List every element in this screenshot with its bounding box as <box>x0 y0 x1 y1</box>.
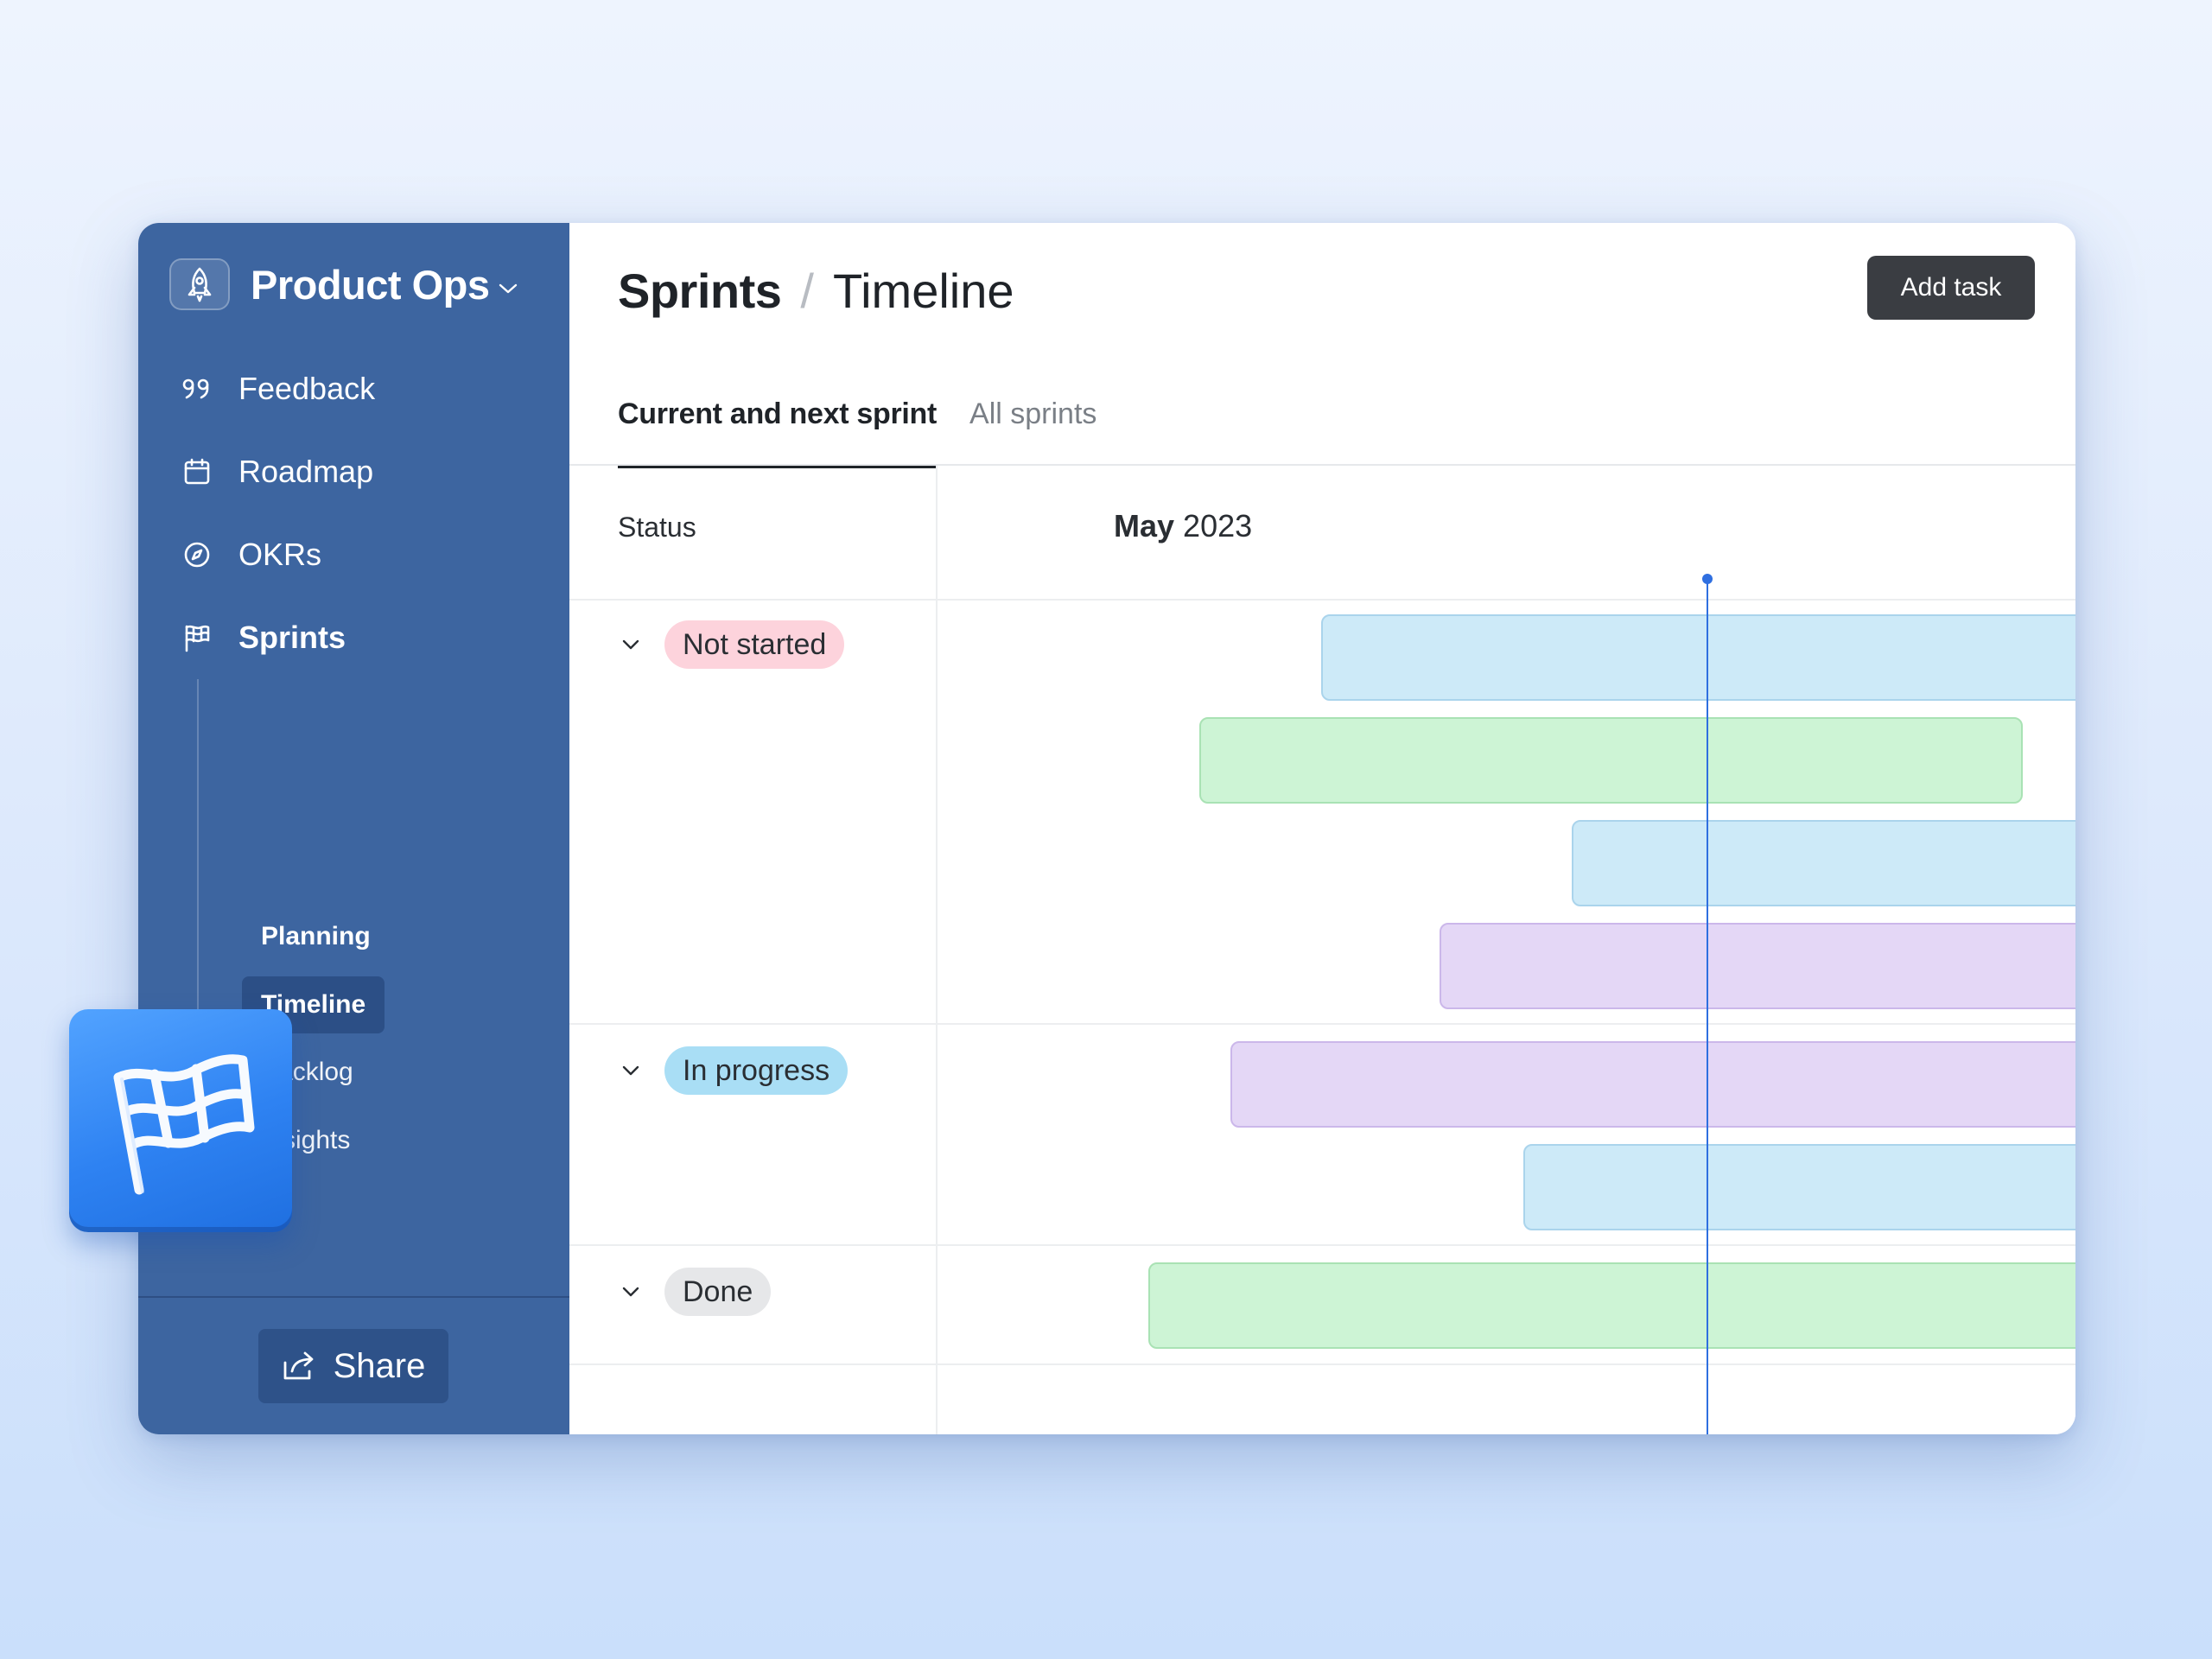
subnav-item-planning[interactable]: Planning <box>242 908 390 965</box>
chevron-down-icon[interactable] <box>618 1058 644 1084</box>
share-button[interactable]: Share <box>258 1329 448 1403</box>
timeline-bar[interactable] <box>1321 614 2075 701</box>
today-marker-dot[interactable] <box>1702 574 1713 584</box>
timeline-bar[interactable] <box>1440 923 2075 1009</box>
month-header: May 2023 <box>1114 508 1252 544</box>
tabs-divider <box>569 464 2075 466</box>
sidebar-item-okrs[interactable]: OKRs <box>181 529 321 581</box>
breadcrumb-separator: / <box>800 263 814 318</box>
sidebar-item-feedback[interactable]: Feedback <box>181 363 375 415</box>
breadcrumb-current: Timeline <box>832 263 1014 318</box>
add-task-button[interactable]: Add task <box>1867 256 2035 320</box>
share-label: Share <box>333 1346 426 1385</box>
sprints-flag-badge <box>69 1009 292 1232</box>
row-divider <box>569 1244 2075 1246</box>
status-pill: Not started <box>664 620 845 669</box>
row-divider <box>569 599 2075 601</box>
sidebar-item-roadmap[interactable]: Roadmap <box>181 446 373 498</box>
status-column-header: Status <box>618 512 696 543</box>
status-pill: Done <box>664 1268 772 1316</box>
chevron-down-icon[interactable] <box>618 1279 644 1305</box>
sidebar-item-sprints[interactable]: Sprints <box>181 612 346 664</box>
workspace-name: Product Ops <box>251 261 490 308</box>
timeline-bar[interactable] <box>1572 820 2075 906</box>
breadcrumb-parent[interactable]: Sprints <box>618 263 782 318</box>
view-tabs: Current and next sprint All sprints <box>618 378 1129 468</box>
flag-icon <box>181 622 213 653</box>
tab-current-and-next-sprint[interactable]: Current and next sprint <box>618 378 937 468</box>
workspace-switcher[interactable]: Product Ops <box>169 257 518 311</box>
flag-icon <box>113 1054 255 1195</box>
group-header-not-started[interactable]: Not started <box>618 620 845 669</box>
sidebar-item-label: Sprints <box>238 620 346 655</box>
sidebar: Product Ops Feedback Roadmap <box>138 223 569 1434</box>
app-window: Product Ops Feedback Roadmap <box>138 223 2075 1434</box>
timeline-bar[interactable] <box>1523 1144 2075 1230</box>
calendar-icon <box>181 456 213 487</box>
compass-icon <box>181 539 213 570</box>
subnav-guide-line <box>197 679 199 1176</box>
quote-icon <box>181 373 213 404</box>
breadcrumb: Sprints / Timeline <box>618 256 1014 325</box>
subnav-item-label: Planning <box>261 922 371 950</box>
rocket-icon <box>169 258 230 310</box>
status-column-divider <box>936 466 938 1434</box>
today-marker-line <box>1707 579 1708 1434</box>
group-header-done[interactable]: Done <box>618 1268 772 1316</box>
chevron-down-icon <box>499 283 517 294</box>
month-label: May <box>1114 508 1175 543</box>
timeline-bar[interactable] <box>1148 1262 2075 1349</box>
sidebar-item-label: Feedback <box>238 371 376 406</box>
status-pill: In progress <box>664 1046 849 1095</box>
sidebar-item-label: OKRs <box>238 537 322 572</box>
tab-all-sprints[interactable]: All sprints <box>969 397 1097 430</box>
row-divider <box>569 1023 2075 1025</box>
row-divider <box>569 1363 2075 1365</box>
sidebar-item-label: Roadmap <box>238 454 374 489</box>
main-panel: Sprints / Timeline Add task Current and … <box>569 223 2075 1434</box>
share-icon <box>283 1351 314 1380</box>
timeline-bar[interactable] <box>1199 717 2023 804</box>
timeline-bar[interactable] <box>1230 1041 2075 1128</box>
chevron-down-icon[interactable] <box>618 632 644 658</box>
year-label: 2023 <box>1183 508 1253 543</box>
sidebar-divider <box>138 1296 569 1298</box>
group-header-in-progress[interactable]: In progress <box>618 1046 849 1095</box>
